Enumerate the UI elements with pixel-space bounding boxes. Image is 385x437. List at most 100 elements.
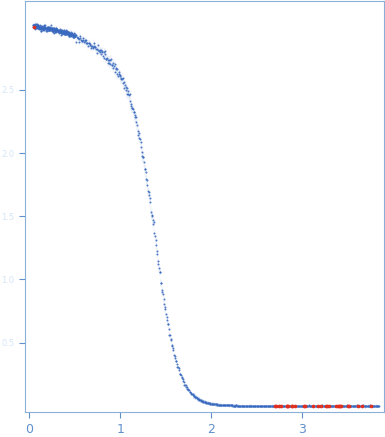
- Point: [299, 402, 305, 409]
- Point: [366, 402, 372, 409]
- Point: [59, 27, 65, 34]
- Point: [355, 402, 361, 409]
- Point: [71, 33, 77, 40]
- Point: [279, 402, 285, 409]
- Point: [201, 398, 207, 405]
- Point: [43, 25, 49, 32]
- Point: [214, 401, 220, 408]
- Point: [238, 402, 244, 409]
- Point: [257, 402, 263, 409]
- Point: [67, 28, 74, 35]
- Point: [180, 378, 186, 385]
- Point: [335, 402, 341, 409]
- Point: [206, 400, 213, 407]
- Point: [192, 393, 198, 400]
- Point: [370, 402, 376, 409]
- Point: [131, 108, 137, 115]
- Point: [209, 400, 215, 407]
- Point: [53, 24, 59, 31]
- Point: [227, 402, 233, 409]
- Point: [256, 402, 262, 409]
- Point: [229, 402, 235, 409]
- Point: [186, 387, 192, 394]
- Point: [59, 28, 65, 35]
- Point: [62, 28, 68, 35]
- Point: [195, 395, 201, 402]
- Point: [61, 28, 67, 35]
- Point: [147, 194, 153, 201]
- Point: [39, 24, 45, 31]
- Point: [36, 24, 42, 31]
- Point: [46, 26, 52, 33]
- Point: [280, 402, 286, 409]
- Point: [64, 29, 70, 36]
- Point: [57, 28, 64, 35]
- Point: [151, 218, 157, 225]
- Point: [196, 396, 203, 403]
- Point: [199, 397, 205, 404]
- Point: [61, 27, 67, 34]
- Point: [376, 402, 382, 409]
- Point: [52, 28, 58, 35]
- Point: [82, 38, 88, 45]
- Point: [93, 45, 99, 52]
- Point: [109, 62, 115, 69]
- Point: [372, 402, 378, 409]
- Point: [125, 88, 131, 95]
- Point: [297, 402, 303, 409]
- Point: [122, 81, 128, 88]
- Point: [341, 402, 348, 409]
- Point: [71, 34, 77, 41]
- Point: [60, 30, 66, 37]
- Point: [216, 401, 222, 408]
- Point: [62, 31, 68, 38]
- Point: [203, 399, 209, 406]
- Point: [338, 402, 345, 409]
- Point: [176, 367, 182, 374]
- Point: [263, 402, 270, 409]
- Point: [136, 135, 142, 142]
- Point: [53, 26, 59, 33]
- Point: [110, 65, 117, 72]
- Point: [89, 42, 95, 49]
- Point: [341, 402, 347, 409]
- Point: [113, 66, 119, 73]
- Point: [64, 30, 70, 37]
- Point: [36, 24, 42, 31]
- Point: [112, 68, 118, 75]
- Point: [151, 229, 157, 236]
- Point: [74, 34, 80, 41]
- Point: [52, 27, 58, 34]
- Point: [121, 79, 127, 86]
- Point: [40, 24, 46, 31]
- Point: [269, 402, 275, 409]
- Point: [337, 403, 343, 410]
- Point: [306, 402, 312, 409]
- Point: [239, 402, 245, 409]
- Point: [188, 389, 194, 396]
- Point: [100, 52, 106, 59]
- Point: [33, 21, 40, 28]
- Point: [362, 402, 368, 409]
- Point: [329, 402, 335, 409]
- Point: [286, 402, 292, 409]
- Point: [31, 22, 37, 29]
- Point: [49, 28, 55, 35]
- Point: [282, 402, 288, 409]
- Point: [69, 30, 75, 37]
- Point: [103, 55, 109, 62]
- Point: [340, 402, 346, 409]
- Point: [148, 208, 154, 215]
- Point: [217, 401, 223, 408]
- Point: [176, 364, 182, 371]
- Point: [74, 35, 80, 42]
- Point: [30, 24, 37, 31]
- Point: [79, 37, 85, 44]
- Point: [319, 402, 325, 409]
- Point: [77, 33, 84, 40]
- Point: [246, 402, 252, 409]
- Point: [322, 402, 328, 409]
- Point: [352, 402, 358, 409]
- Point: [70, 33, 76, 40]
- Point: [101, 55, 107, 62]
